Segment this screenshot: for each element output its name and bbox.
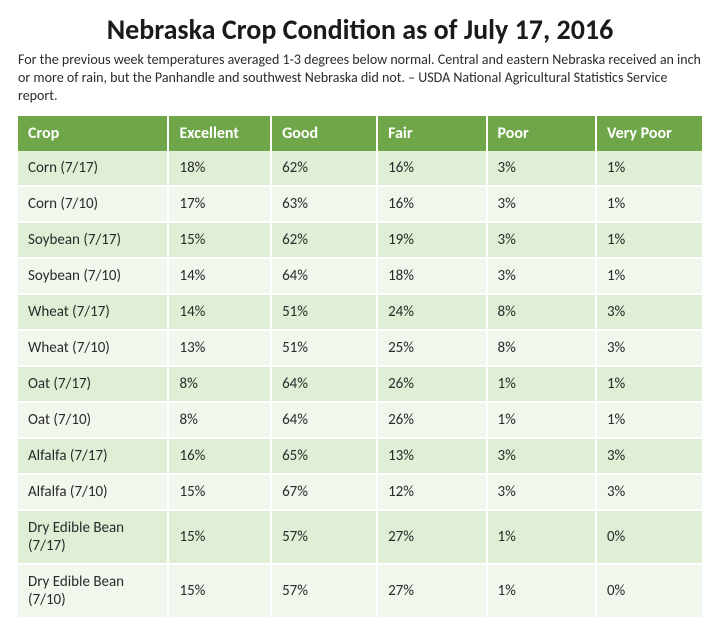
table-row: Corn (7/10)17%63%16%3%1% — [18, 186, 702, 222]
crop-name-cell: Alfalfa (7/10) — [18, 474, 168, 510]
page-title: Nebraska Crop Condition as of July 17, 2… — [18, 12, 702, 47]
value-cell: 63% — [271, 186, 377, 222]
value-cell: 64% — [271, 258, 377, 294]
value-cell: 65% — [271, 438, 377, 474]
value-cell: 57% — [271, 564, 377, 618]
crop-name-cell: Oat (7/10) — [18, 402, 168, 438]
column-header: Fair — [377, 116, 486, 151]
value-cell: 19% — [377, 222, 486, 258]
crop-name-cell: Soybean (7/17) — [18, 222, 168, 258]
value-cell: 26% — [377, 402, 486, 438]
value-cell: 64% — [271, 366, 377, 402]
value-cell: 67% — [271, 474, 377, 510]
value-cell: 24% — [377, 294, 486, 330]
column-header: Good — [271, 116, 377, 151]
value-cell: 3% — [487, 151, 596, 186]
value-cell: 1% — [596, 151, 702, 186]
value-cell: 8% — [487, 294, 596, 330]
crop-table: CropExcellentGoodFairPoorVery Poor Corn … — [18, 116, 702, 619]
value-cell: 16% — [168, 438, 271, 474]
table-row: Alfalfa (7/17)16%65%13%3%3% — [18, 438, 702, 474]
value-cell: 1% — [596, 366, 702, 402]
crop-name-cell: Soybean (7/10) — [18, 258, 168, 294]
table-row: Corn (7/17)18%62%16%3%1% — [18, 151, 702, 186]
value-cell: 3% — [596, 330, 702, 366]
crop-name-cell: Dry Edible Bean (7/10) — [18, 564, 168, 618]
value-cell: 1% — [487, 402, 596, 438]
crop-name-cell: Corn (7/17) — [18, 151, 168, 186]
value-cell: 13% — [377, 438, 486, 474]
value-cell: 51% — [271, 294, 377, 330]
value-cell: 27% — [377, 564, 486, 618]
value-cell: 18% — [168, 151, 271, 186]
value-cell: 15% — [168, 510, 271, 564]
table-row: Oat (7/17)8%64%26%1%1% — [18, 366, 702, 402]
value-cell: 15% — [168, 222, 271, 258]
value-cell: 3% — [596, 474, 702, 510]
crop-name-cell: Wheat (7/10) — [18, 330, 168, 366]
value-cell: 3% — [487, 474, 596, 510]
value-cell: 3% — [596, 438, 702, 474]
table-row: Oat (7/10)8%64%26%1%1% — [18, 402, 702, 438]
value-cell: 27% — [377, 510, 486, 564]
table-row: Wheat (7/17)14%51%24%8%3% — [18, 294, 702, 330]
table-header-row: CropExcellentGoodFairPoorVery Poor — [18, 116, 702, 151]
column-header: Poor — [487, 116, 596, 151]
column-header: Very Poor — [596, 116, 702, 151]
table-row: Dry Edible Bean (7/17)15%57%27%1%0% — [18, 510, 702, 564]
crop-name-cell: Dry Edible Bean (7/17) — [18, 510, 168, 564]
value-cell: 57% — [271, 510, 377, 564]
value-cell: 3% — [487, 258, 596, 294]
value-cell: 26% — [377, 366, 486, 402]
value-cell: 8% — [487, 330, 596, 366]
column-header: Crop — [18, 116, 168, 151]
value-cell: 25% — [377, 330, 486, 366]
value-cell: 3% — [487, 438, 596, 474]
value-cell: 64% — [271, 402, 377, 438]
value-cell: 13% — [168, 330, 271, 366]
value-cell: 1% — [487, 564, 596, 618]
value-cell: 15% — [168, 474, 271, 510]
crop-name-cell: Wheat (7/17) — [18, 294, 168, 330]
value-cell: 0% — [596, 564, 702, 618]
value-cell: 8% — [168, 366, 271, 402]
value-cell: 1% — [596, 222, 702, 258]
crop-name-cell: Corn (7/10) — [18, 186, 168, 222]
value-cell: 16% — [377, 186, 486, 222]
value-cell: 14% — [168, 294, 271, 330]
table-row: Soybean (7/10)14%64%18%3%1% — [18, 258, 702, 294]
value-cell: 1% — [596, 258, 702, 294]
value-cell: 12% — [377, 474, 486, 510]
page-subtitle: For the previous week temperatures avera… — [18, 51, 702, 106]
crop-name-cell: Alfalfa (7/17) — [18, 438, 168, 474]
value-cell: 14% — [168, 258, 271, 294]
table-row: Dry Edible Bean (7/10)15%57%27%1%0% — [18, 564, 702, 618]
value-cell: 18% — [377, 258, 486, 294]
value-cell: 3% — [487, 222, 596, 258]
value-cell: 51% — [271, 330, 377, 366]
value-cell: 3% — [487, 186, 596, 222]
value-cell: 1% — [596, 186, 702, 222]
crop-name-cell: Oat (7/17) — [18, 366, 168, 402]
column-header: Excellent — [168, 116, 271, 151]
table-row: Soybean (7/17)15%62%19%3%1% — [18, 222, 702, 258]
value-cell: 1% — [487, 510, 596, 564]
value-cell: 8% — [168, 402, 271, 438]
value-cell: 15% — [168, 564, 271, 618]
value-cell: 1% — [487, 366, 596, 402]
value-cell: 0% — [596, 510, 702, 564]
value-cell: 16% — [377, 151, 486, 186]
table-row: Alfalfa (7/10)15%67%12%3%3% — [18, 474, 702, 510]
value-cell: 3% — [596, 294, 702, 330]
value-cell: 62% — [271, 222, 377, 258]
value-cell: 17% — [168, 186, 271, 222]
value-cell: 62% — [271, 151, 377, 186]
table-row: Wheat (7/10)13%51%25%8%3% — [18, 330, 702, 366]
value-cell: 1% — [596, 402, 702, 438]
